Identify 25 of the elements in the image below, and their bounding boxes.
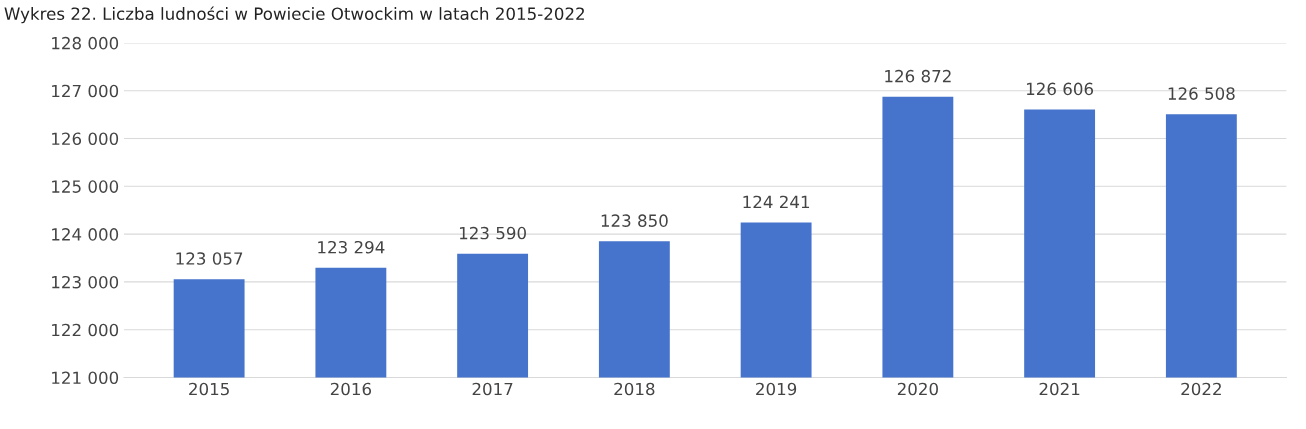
data-label: 124 241	[743, 195, 810, 209]
data-label: 126 872	[885, 69, 951, 83]
y-tick-label: 128 000	[52, 36, 119, 50]
x-tick-label: 2017	[472, 382, 513, 396]
data-label: 126 606	[1026, 82, 1094, 96]
y-tick-label: 126 000	[52, 132, 119, 146]
data-label: 123 294	[318, 240, 385, 254]
x-tick-label: 2020	[897, 382, 938, 396]
x-tick-label: 2018	[614, 382, 655, 396]
y-tick-label: 127 000	[52, 84, 119, 98]
y-tick-label: 124 000	[52, 228, 119, 241]
y-tick-label: 122 000	[52, 323, 119, 337]
data-label: 123 057	[176, 252, 243, 265]
chart-title: Wykres 22. Liczba ludności w Powiecie Otwockim w latach 2015-2022	[4, 6, 584, 24]
y-tick-label: 125 000	[52, 180, 119, 193]
y-tick-label: 121 000	[52, 371, 119, 385]
x-tick-label: 2021	[1039, 382, 1080, 396]
x-tick-label: 2019	[756, 382, 797, 396]
x-tick-label: 2016	[330, 382, 372, 396]
data-label: 123 590	[459, 226, 526, 240]
data-label: 123 850	[601, 214, 668, 227]
y-tick-label: 123 000	[52, 275, 119, 289]
data-label: 126 508	[1168, 87, 1235, 100]
x-tick-label: 2015	[189, 382, 229, 396]
x-tick-label: 2022	[1181, 382, 1221, 396]
